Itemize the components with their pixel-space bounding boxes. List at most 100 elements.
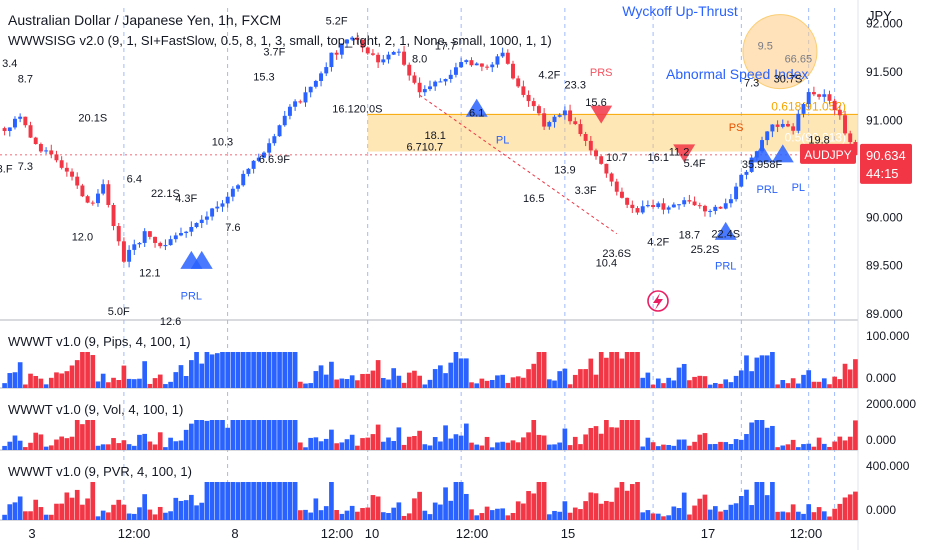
volume-bar (152, 444, 158, 450)
volume-bar (54, 372, 59, 388)
candle-body (464, 60, 469, 63)
volume-bar (2, 445, 7, 450)
volume-bar (780, 445, 786, 450)
volume-bar (495, 375, 500, 388)
volume-bar (272, 420, 277, 450)
volume-bar (500, 508, 505, 520)
dashed-trendline (419, 94, 618, 235)
volume-bar (723, 442, 729, 450)
candle-body (334, 52, 339, 55)
volume-bar (28, 511, 33, 520)
abnormal-speed-circle (742, 14, 818, 90)
volume-bar (43, 384, 49, 388)
wave-label: 3.F (0, 164, 13, 176)
wave-label: 17.7 (435, 41, 456, 53)
volume-bar (635, 482, 640, 520)
volume-bar (790, 378, 796, 388)
volume-bar (313, 371, 319, 388)
volume-bar (323, 438, 329, 450)
volume-bar (204, 482, 210, 520)
candle-body (692, 201, 697, 206)
volume-bar (443, 373, 448, 388)
candle-body (121, 241, 126, 262)
candle-body (702, 205, 707, 212)
volume-bar (738, 370, 744, 388)
price-tick-label: 91.500 (866, 65, 903, 79)
volume-bar (355, 380, 360, 388)
volume-bar (832, 376, 837, 388)
volume-bar (505, 382, 511, 388)
volume-bar (764, 495, 770, 520)
volume-bar (796, 447, 801, 450)
volume-bar (671, 380, 677, 388)
candle-body (54, 154, 59, 161)
volume-bar (448, 500, 454, 520)
candle-body (127, 249, 132, 262)
volume-bar (230, 420, 236, 450)
candle-body (262, 152, 266, 158)
wave-label: 20.1S (78, 112, 107, 124)
volume-bar (380, 512, 386, 520)
candles[interactable] (2, 32, 858, 268)
candle-body (848, 133, 853, 143)
volume-bar (209, 420, 215, 450)
candle-body (433, 81, 438, 87)
candle-body (241, 173, 246, 186)
volume-bar (754, 482, 760, 520)
volume-bar (458, 482, 464, 520)
wave-label: 22.1S (151, 188, 180, 200)
volume-bar (448, 362, 454, 388)
volume-bar (189, 360, 194, 388)
volume-bar (427, 379, 433, 388)
volume-bar (64, 492, 70, 520)
volume-bar (417, 491, 422, 520)
volume-bar (583, 501, 588, 520)
volume-bar (90, 355, 96, 388)
volume-bar (147, 509, 153, 520)
volume-bar (334, 443, 339, 450)
volume-bar (7, 504, 13, 520)
candle-body (500, 52, 505, 57)
volume-bar (541, 435, 547, 450)
volume-bar (17, 440, 23, 450)
volume-bar (775, 511, 780, 520)
volume-bar (749, 505, 754, 520)
volume-bar (282, 420, 288, 450)
volume-bar (676, 439, 682, 450)
volume-bar (676, 367, 682, 388)
volume-bar (650, 513, 656, 520)
volume-bar (370, 434, 376, 450)
volume-bar (131, 445, 137, 450)
volume-bar (572, 374, 578, 388)
candle-body (588, 140, 593, 151)
volume-bar (635, 420, 640, 450)
volume-bar (666, 377, 671, 388)
wave-label: 4.2F (647, 236, 669, 248)
volume-bar (635, 352, 640, 388)
candle-body (723, 203, 728, 209)
candle-body (324, 67, 329, 74)
candle-body (511, 63, 515, 79)
candle-body (562, 110, 567, 116)
wave-label: PL (496, 135, 509, 147)
candle-body (614, 181, 619, 192)
volume-bar (557, 442, 563, 450)
candle-body (817, 94, 822, 97)
volume-bar (266, 482, 272, 520)
volume-bar (526, 491, 531, 520)
symbol-badge (800, 143, 856, 164)
volume-bar (479, 378, 485, 388)
volume-bar (277, 352, 282, 388)
volume-bar (655, 513, 661, 520)
lightning-icon-ring (647, 290, 669, 312)
candle-body (210, 208, 215, 217)
volume-bar (681, 492, 687, 520)
candle-body (822, 94, 827, 97)
volume-bar (780, 380, 786, 388)
volume-bar (546, 379, 552, 388)
volume-bar (391, 440, 397, 450)
volume-bar (100, 444, 106, 450)
wave-label: 18.1 (424, 130, 445, 142)
candle-body (837, 110, 842, 116)
